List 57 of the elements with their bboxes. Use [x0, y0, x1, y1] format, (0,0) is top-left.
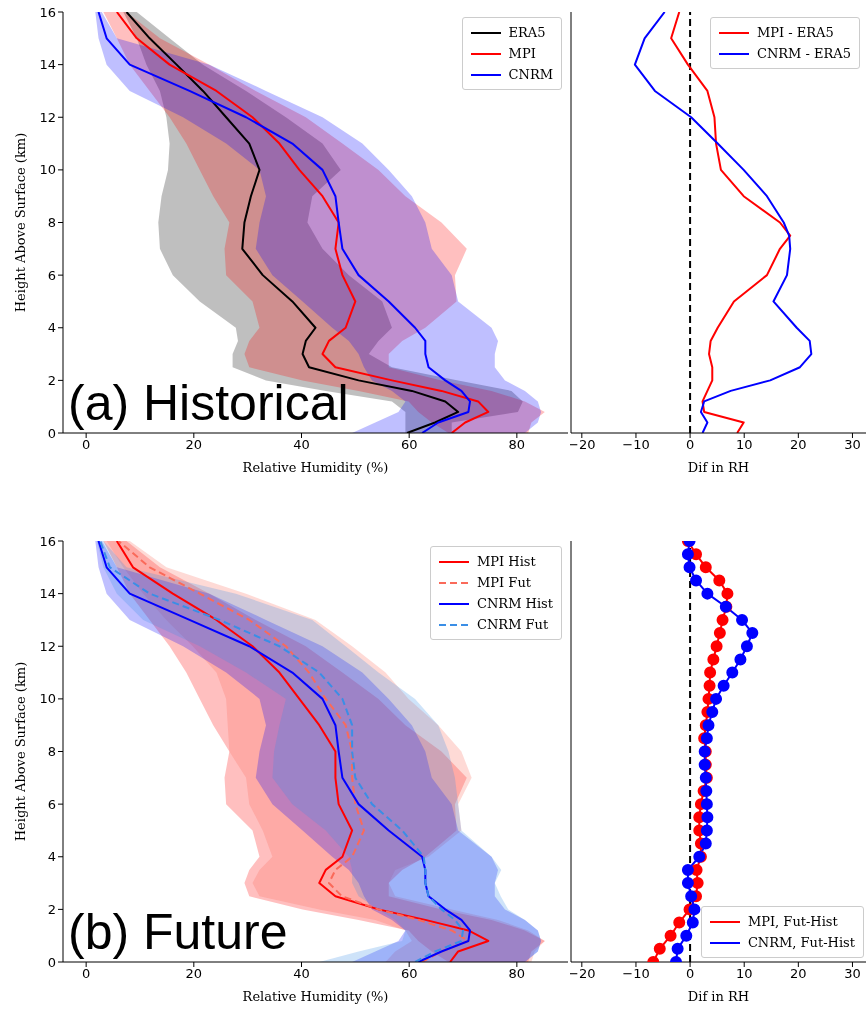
x-tick-label: 20 — [185, 437, 203, 453]
y-tick-label: 10 — [39, 691, 56, 707]
x-tick-label: 0 — [685, 966, 695, 982]
legend-label: CNRM Fut — [477, 616, 549, 634]
x-tick-label: 60 — [400, 437, 418, 453]
legend-label: MPI, Fut-Hist — [747, 913, 838, 931]
x-tick-label: 60 — [400, 966, 418, 982]
legend-label: CNRM — [508, 66, 553, 84]
y-tick-label: 10 — [39, 162, 56, 178]
x-tick-label: 20 — [790, 437, 807, 453]
y-tick-label: 0 — [47, 425, 56, 441]
x-axis-title: Relative Humidity (%) — [242, 989, 389, 1004]
y-tick-label: 12 — [39, 109, 56, 125]
x-tick-label: 30 — [844, 437, 861, 453]
legend-label: MPI Hist — [477, 553, 536, 571]
legend-label: MPI Fut — [477, 574, 531, 592]
x-tick-label: 0 — [685, 437, 695, 453]
x-axis-title: Dif in RH — [687, 989, 750, 1004]
y-tick-label: 12 — [39, 638, 56, 654]
y-tick-label: 2 — [47, 901, 56, 917]
legend-label: CNRM, Fut-Hist — [747, 934, 855, 952]
y-tick-label: 6 — [47, 796, 56, 812]
x-tick-label: 0 — [82, 437, 91, 453]
legend-label: CNRM Hist — [477, 595, 553, 613]
x-tick-label: 40 — [293, 966, 310, 982]
y-axis-title: Height Above Surface (km) — [12, 661, 28, 842]
y-tick-label: 8 — [47, 744, 56, 760]
x-axis-title: Relative Humidity (%) — [242, 460, 389, 475]
annotation: (a) Historical — [68, 375, 349, 431]
x-axis-title: Dif in RH — [687, 460, 750, 475]
x-tick-label: −10 — [622, 966, 650, 982]
x-tick-label: 0 — [82, 966, 91, 982]
annotation: (b) Future — [68, 904, 288, 960]
y-tick-label: 0 — [47, 954, 56, 970]
x-tick-label: 30 — [844, 966, 861, 982]
x-tick-label: 80 — [508, 966, 526, 982]
legend-label: MPI — [508, 45, 536, 63]
legend-label: CNRM - ERA5 — [756, 45, 851, 63]
y-tick-label: 6 — [47, 267, 56, 283]
legend-label: MPI - ERA5 — [756, 24, 834, 42]
legend-label: ERA5 — [508, 24, 546, 42]
y-axis-title: Height Above Surface (km) — [12, 132, 28, 313]
y-tick-label: 8 — [47, 215, 56, 231]
y-tick-label: 14 — [39, 586, 56, 602]
x-tick-label: 10 — [735, 966, 753, 982]
y-tick-label: 4 — [47, 320, 56, 336]
y-tick-label: 4 — [47, 849, 56, 865]
x-tick-label: −20 — [568, 437, 596, 453]
x-tick-label: 20 — [185, 966, 203, 982]
x-tick-label: −20 — [568, 966, 596, 982]
x-tick-label: 80 — [508, 437, 526, 453]
x-tick-label: −10 — [622, 437, 650, 453]
x-tick-label: 40 — [293, 437, 310, 453]
x-tick-label: 10 — [735, 437, 753, 453]
y-tick-label: 2 — [47, 372, 56, 388]
x-tick-label: 20 — [790, 966, 807, 982]
y-tick-label: 14 — [39, 57, 56, 73]
